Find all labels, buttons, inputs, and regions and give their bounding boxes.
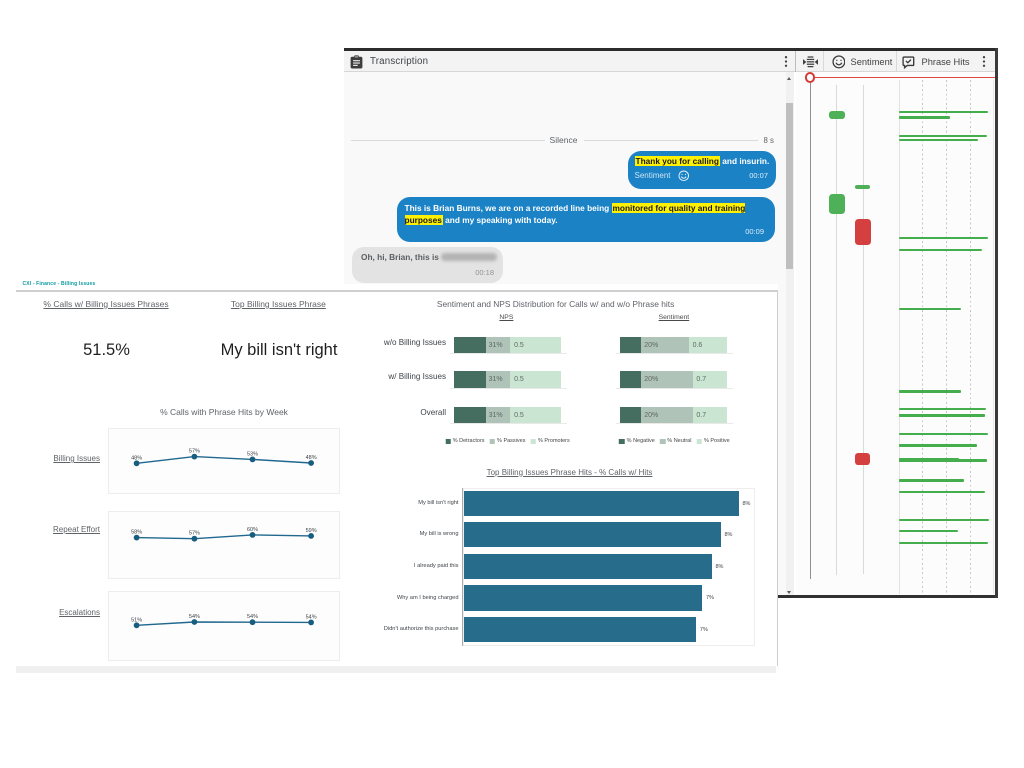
svg-text:57%: 57% — [189, 449, 200, 455]
svg-text:48%: 48% — [131, 455, 142, 461]
svg-text:54%: 54% — [306, 614, 317, 620]
svg-text:57%: 57% — [189, 531, 200, 537]
svg-text:54%: 54% — [189, 614, 200, 620]
svg-text:58%: 58% — [131, 530, 142, 536]
svg-text:51%: 51% — [131, 617, 142, 623]
svg-text:59%: 59% — [306, 528, 317, 534]
svg-text:48%: 48% — [306, 455, 317, 461]
svg-text:54%: 54% — [247, 614, 258, 620]
svg-text:53%: 53% — [247, 451, 258, 457]
svg-text:60%: 60% — [247, 527, 258, 533]
